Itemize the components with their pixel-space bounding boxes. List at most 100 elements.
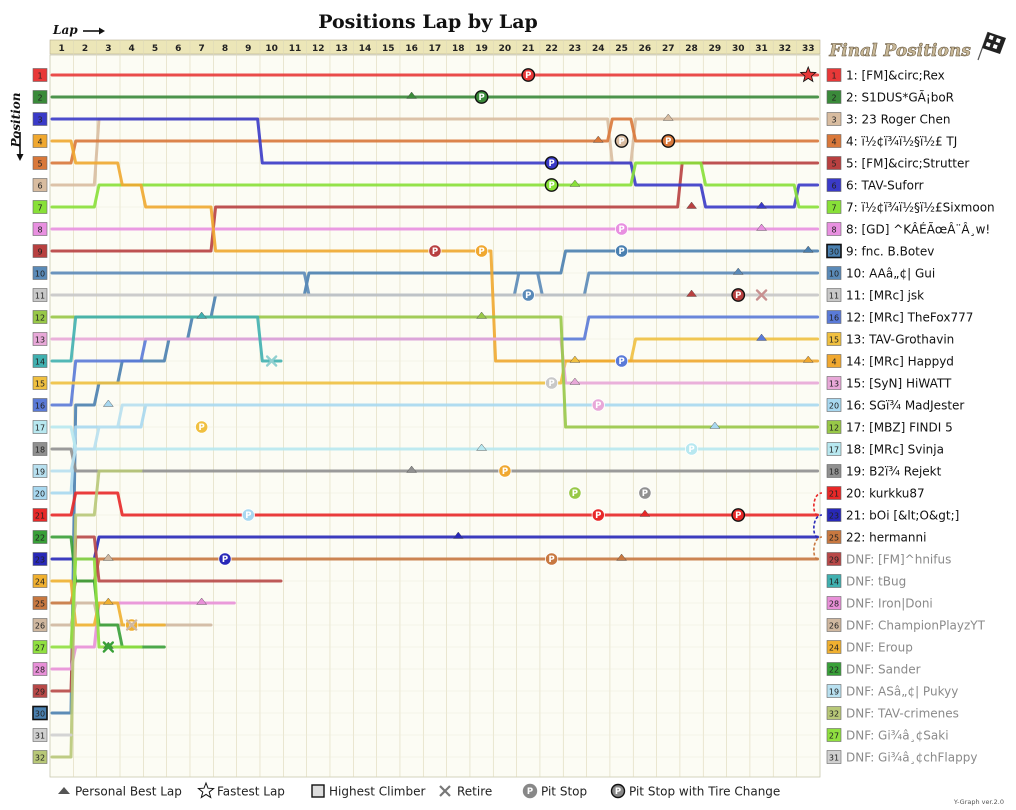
grid-slot-number: 26 (35, 622, 45, 631)
lap-tick-label: 8 (222, 44, 228, 54)
pit-marker-label: P (572, 489, 578, 499)
lap-tick-label: 20 (499, 44, 512, 54)
pit-marker-label: P (548, 159, 554, 169)
personal-best-marker (686, 289, 697, 297)
legend-pit-tire-icon (610, 783, 626, 799)
final-grid-number: 17 (829, 446, 839, 455)
final-grid-box (826, 398, 842, 412)
pit-marker-label: P (642, 489, 648, 499)
grid-slot-box (32, 244, 48, 258)
grid-slot-number: 11 (35, 292, 45, 301)
pit-marker-label: P (432, 247, 438, 257)
pit-stop-marker (614, 222, 629, 236)
driver-line (50, 447, 820, 473)
lap-tick-label: 2 (82, 44, 88, 54)
grid-slot-number: 29 (35, 688, 45, 697)
pit-marker-label: P (618, 137, 624, 147)
final-grid-number: 23 (829, 512, 839, 521)
pit-marker-label: P (525, 291, 531, 301)
personal-best-marker (802, 245, 814, 253)
grid-slot-box (32, 398, 48, 412)
pit-marker-label: P (595, 511, 601, 521)
lap-tick-label: 7 (199, 44, 205, 54)
retire-marker (125, 619, 138, 631)
driver-line (50, 139, 820, 363)
pit-stop-marker (521, 288, 535, 302)
driver-line (50, 337, 820, 385)
driver-line (50, 469, 143, 759)
final-grid-number: 26 (829, 622, 839, 631)
finish-connector (813, 514, 822, 538)
pit-tire-marker (544, 178, 559, 192)
grid-slot-number: 2 (37, 94, 42, 103)
retire-marker (102, 641, 115, 653)
grid-slot-number: 4 (37, 138, 42, 147)
final-grid-box (826, 112, 842, 126)
grid-slot-number: 7 (37, 204, 42, 213)
final-driver-name: 9: fnc. B.Botev (846, 245, 934, 259)
pit-stop-marker (428, 244, 442, 258)
final-grid-box (826, 288, 842, 302)
pit-stop-marker (568, 486, 582, 500)
personal-best-marker (476, 311, 488, 319)
grid-slot-box (32, 266, 48, 280)
final-grid-box (826, 243, 842, 259)
personal-best-marker (592, 135, 604, 143)
final-driver-name: 3: 23 Roger Chen (846, 113, 950, 127)
final-driver-name: DNF: ASâ„¢| Pukyy (846, 685, 958, 699)
personal-best-marker (686, 201, 697, 209)
final-driver-name: 21: bOi [&lt;O&gt;] (846, 509, 959, 523)
grid-slot-box (32, 442, 48, 456)
grid-slot-box (32, 156, 48, 170)
lap-tick-label: 29 (709, 44, 722, 54)
final-driver-name: 22: hermanni (846, 531, 926, 545)
final-grid-box (826, 552, 842, 566)
final-driver-name: 11: [MRc] jsk (846, 289, 924, 303)
pit-tire-marker (661, 134, 676, 148)
final-grid-box (826, 662, 842, 676)
personal-best-marker (476, 443, 488, 451)
legend-climber-icon (311, 784, 325, 798)
final-grid-box (826, 178, 842, 192)
pit-marker-label: P (618, 247, 624, 257)
driver-line (50, 491, 820, 517)
pit-stop-marker (591, 508, 605, 522)
final-positions-column: 1 1: [FM]&circ;Rex 2 2: S1DUS*GÃ¡boR 3 3: 23 … (826, 68, 995, 765)
y-axis-arrow-icon (16, 132, 24, 161)
pit-marker-label: P (618, 357, 624, 367)
legend-personal-best-icon (58, 787, 70, 794)
grid-slot-boxes: 1265937830101116154132012171821232529142… (32, 68, 48, 764)
legend-pit-icon (522, 783, 538, 799)
lap-tick-label: 16 (405, 44, 418, 54)
pit-stop-marker (475, 244, 489, 258)
grid-slot-box (32, 662, 48, 676)
lap-tick-label: 3 (105, 44, 111, 54)
lap-tick-label: 27 (662, 44, 675, 54)
final-grid-box (826, 134, 842, 148)
legend-pit-letter: P (527, 787, 533, 797)
personal-best-marker (569, 355, 581, 363)
grid-slot-number: 5 (37, 160, 42, 169)
personal-best-marker (102, 597, 114, 605)
pit-marker-label: P (735, 511, 741, 521)
final-grid-box (826, 596, 842, 610)
lap-tick-label: 21 (522, 44, 535, 54)
personal-best-marker (196, 311, 208, 319)
final-grid-number: 16 (829, 314, 839, 323)
final-driver-name: 1: [FM]&circ;Rex (846, 69, 945, 83)
pit-tire-marker (731, 508, 746, 522)
driver-line (50, 337, 820, 385)
pit-marker-label: P (548, 181, 554, 191)
lap-tick-label: 11 (289, 44, 302, 54)
fastest-lap-marker (799, 65, 817, 83)
grid-slot-box (32, 574, 48, 588)
x-axis-label: Lap (52, 23, 78, 37)
grid-slot-number: 20 (35, 490, 45, 499)
grid-slot-box (32, 178, 48, 192)
final-grid-number: 3 (831, 116, 836, 125)
chart-title: Positions Lap by Lap (318, 11, 538, 33)
final-grid-number: 24 (829, 644, 839, 653)
lap-tick-label: 19 (475, 44, 488, 54)
grid-slot-number: 3 (37, 116, 42, 125)
